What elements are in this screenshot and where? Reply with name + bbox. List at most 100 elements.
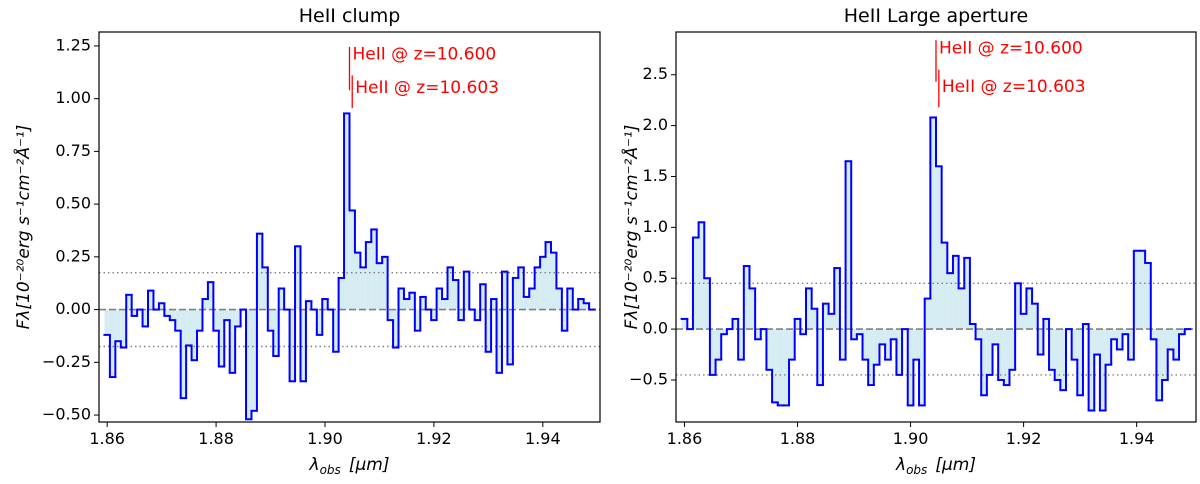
area-fill [158, 303, 165, 310]
area-fill [148, 290, 154, 310]
area-fill [344, 113, 350, 310]
area-fill [845, 161, 852, 330]
area-fill [1077, 329, 1083, 396]
y-tick-label: 0.25 [55, 246, 91, 265]
area-fill [403, 299, 410, 310]
area-fill [131, 309, 138, 316]
step-connector [686, 117, 1186, 411]
area-fill [322, 299, 328, 310]
area-fill [251, 309, 257, 411]
area-fill [393, 309, 399, 348]
plot-area [99, 112, 600, 421]
area-fill [817, 329, 823, 386]
area-fill [115, 309, 121, 342]
area-fill [868, 329, 874, 386]
x-label-symbol: λ [309, 455, 320, 475]
area-fill [278, 288, 285, 310]
area-fill [442, 299, 448, 310]
area-fill [224, 309, 230, 321]
area-fill [732, 318, 739, 330]
area-fill [295, 246, 301, 310]
y-tick-label: 0.75 [55, 141, 91, 160]
area-fill [862, 329, 869, 360]
area-fill [463, 271, 470, 310]
axes-frame [98, 31, 601, 423]
y-axis-label: Fλ[10⁻²⁰erg s⁻¹cm⁻²Å⁻¹] [620, 125, 642, 330]
area-fill [975, 329, 982, 340]
area-fill [507, 309, 513, 365]
y-tick-label: 0.0 [643, 319, 668, 338]
area-fill [540, 256, 546, 310]
x-tick-label: 1.88 [198, 429, 234, 448]
area-fill [738, 329, 744, 360]
area-fill [447, 267, 453, 310]
area-fill [235, 309, 241, 327]
area-fill [387, 309, 394, 321]
x-tick-label: 1.92 [416, 429, 452, 448]
area-fill [338, 277, 345, 310]
y-tick-label: 1.25 [55, 35, 91, 54]
area-fill [545, 242, 551, 310]
area-fill [180, 309, 187, 399]
area-fill [1111, 329, 1117, 340]
area-fill [947, 273, 953, 330]
area-fill [120, 309, 127, 348]
area-fill [518, 267, 524, 310]
area-fill [958, 288, 965, 330]
area-fill [1049, 329, 1055, 370]
area-fill [371, 229, 377, 310]
area-fill [1088, 329, 1095, 411]
area-fill [919, 329, 925, 406]
area-fill [186, 309, 192, 346]
x-label-unit: [μm] [935, 455, 976, 475]
area-fill [229, 309, 236, 373]
x-label-unit: [μm] [349, 455, 390, 475]
area-fill [789, 329, 795, 360]
area-fill [420, 296, 426, 310]
area-fill [175, 309, 181, 331]
area-fill [692, 237, 699, 330]
area-fill [382, 256, 388, 310]
area-fill [1133, 250, 1140, 330]
area-fill [777, 329, 784, 406]
area-fill [496, 309, 502, 373]
area-fill [164, 309, 170, 316]
area-fill [873, 329, 880, 365]
area-fill [207, 282, 214, 310]
area-fill [1173, 329, 1180, 360]
area-fill [1128, 329, 1134, 360]
panel: HeII @ z=10.600 HeII @ z=10.603 1.86 1.88 1.… [620, 5, 1197, 477]
x-label-subscript: obs [906, 463, 927, 477]
area-fill [360, 267, 366, 310]
area-fill [376, 263, 383, 310]
area-fill [772, 329, 778, 403]
x-tick-label: 1.90 [307, 429, 343, 448]
area-fill [721, 329, 727, 335]
area-fill [398, 288, 404, 310]
area-fill [354, 252, 361, 310]
area-fill [1122, 329, 1129, 335]
area-fill [749, 288, 756, 330]
area-fill [907, 329, 914, 406]
x-tick-label: 1.92 [1006, 429, 1042, 448]
area-fill [213, 309, 219, 331]
y-tick-label: −0.50 [42, 405, 91, 424]
area-fill [992, 329, 999, 345]
area-fill [169, 309, 176, 321]
area-fill [964, 257, 970, 330]
area-fill [485, 309, 492, 352]
area-fill [365, 242, 372, 310]
area-fill [998, 329, 1004, 380]
step-connector [108, 113, 591, 420]
area-fill [512, 277, 519, 310]
area-fill [316, 309, 323, 335]
x-tick-label: 1.90 [893, 429, 929, 448]
area-fill [879, 329, 886, 345]
area-fill [300, 309, 306, 382]
panel: HeII @ z=10.600 HeII @ z=10.603 1.86 1.88 1.… [12, 5, 601, 477]
area-fill [534, 267, 541, 310]
area-fill [474, 309, 481, 321]
area-fill [930, 117, 936, 330]
y-tick-label: 2.5 [643, 64, 668, 83]
area-fill [218, 309, 225, 367]
